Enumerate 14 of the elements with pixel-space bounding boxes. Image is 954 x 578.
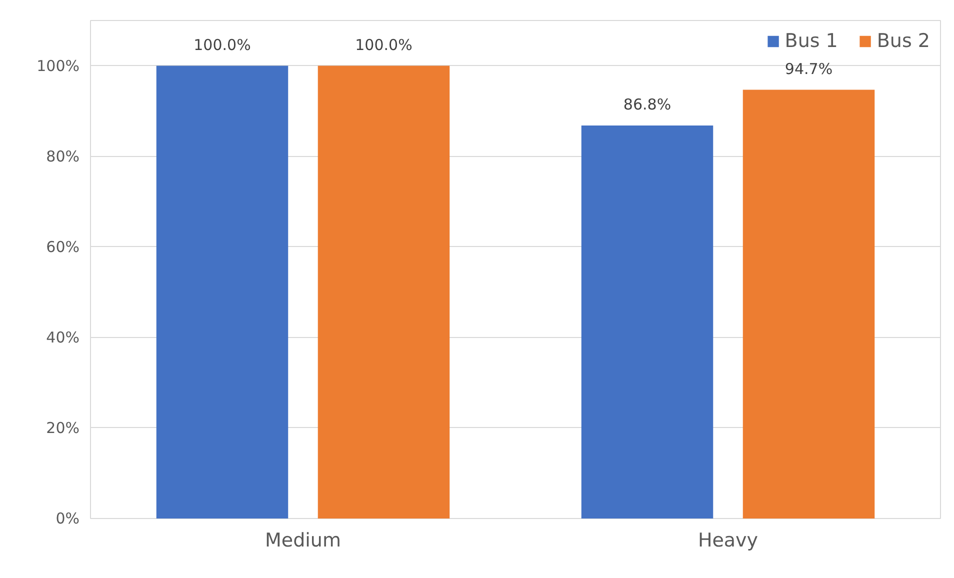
- legend-label: Bus 2: [876, 30, 930, 52]
- data-label: 100.0%: [355, 36, 412, 54]
- y-tick-label: 40%: [46, 328, 80, 346]
- data-label: 100.0%: [194, 36, 251, 54]
- data-label: 94.7%: [784, 60, 833, 78]
- y-tick-label: 100%: [36, 56, 80, 75]
- y-tick-label: 0%: [56, 510, 80, 528]
- legend-label: Bus 1: [784, 30, 838, 52]
- x-tick-label: Heavy: [698, 530, 758, 552]
- y-tick-label: 80%: [46, 147, 80, 166]
- data-label: 86.8%: [623, 96, 672, 114]
- x-tick-label: Medium: [265, 530, 341, 552]
- y-tick-label: 20%: [46, 418, 80, 437]
- y-tick-label: 60%: [46, 238, 80, 256]
